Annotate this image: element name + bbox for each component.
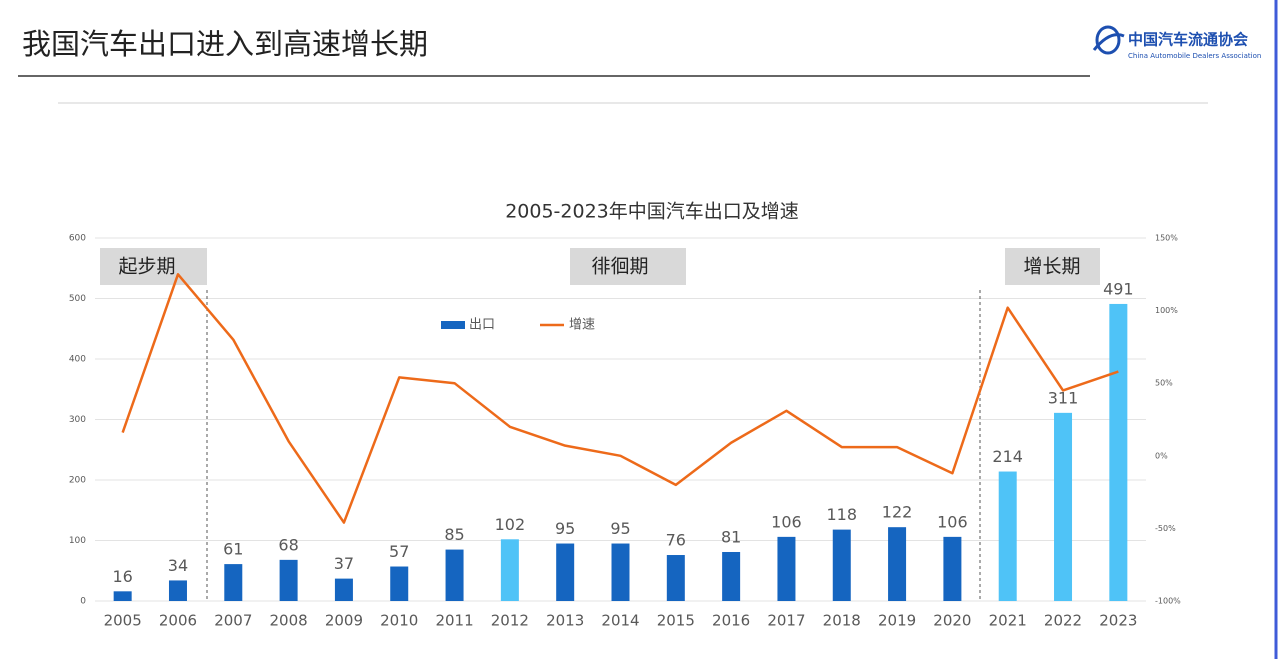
y-tick-label: 600 xyxy=(69,234,86,244)
data-label: 76 xyxy=(666,531,686,550)
data-label: 61 xyxy=(223,540,243,559)
data-label: 81 xyxy=(721,527,741,546)
y-tick-label: 500 xyxy=(69,294,86,304)
y-tick-label: 200 xyxy=(69,476,86,486)
logo-cn: 中国汽车流通协会 xyxy=(1128,31,1248,49)
y2-tick-label: 150% xyxy=(1155,234,1178,243)
period-label: 增长期 xyxy=(1023,256,1080,278)
data-label: 34 xyxy=(168,556,188,575)
x-tick-label: 2022 xyxy=(1044,612,1082,630)
bar xyxy=(279,559,298,601)
y-tick-label: 0 xyxy=(80,597,86,607)
y2-tick-label: -50% xyxy=(1155,524,1176,533)
y-tick-label: 100 xyxy=(69,536,86,546)
data-label: 85 xyxy=(444,525,464,544)
y2-tick-label: 50% xyxy=(1155,379,1173,388)
x-tick-label: 2006 xyxy=(159,612,197,630)
legend-label: 增速 xyxy=(569,318,595,333)
x-tick-label: 2020 xyxy=(933,612,971,630)
bar xyxy=(666,555,685,601)
legend-label: 出口 xyxy=(469,318,495,333)
bar xyxy=(611,543,630,601)
y-tick-label: 400 xyxy=(69,355,86,365)
bar xyxy=(998,471,1017,601)
x-tick-label: 2010 xyxy=(380,612,418,630)
x-tick-label: 2016 xyxy=(712,612,750,630)
bar xyxy=(500,539,519,601)
x-tick-label: 2007 xyxy=(214,612,252,630)
x-tick-label: 2013 xyxy=(546,612,584,630)
period-box xyxy=(570,248,686,285)
bar xyxy=(445,549,464,601)
legend-swatch xyxy=(441,321,465,329)
data-label: 491 xyxy=(1103,279,1134,298)
x-tick-label: 2009 xyxy=(325,612,363,630)
data-label: 95 xyxy=(610,519,630,538)
period-label: 起步期 xyxy=(118,256,175,278)
logo-en: China Automobile Dealers Association xyxy=(1128,52,1261,60)
slide-title: 我国汽车出口进入到高速增长期 xyxy=(22,27,428,61)
data-label: 57 xyxy=(389,542,409,561)
bar xyxy=(390,566,409,601)
x-tick-label: 2018 xyxy=(823,612,861,630)
x-tick-label: 2017 xyxy=(767,612,805,630)
bar xyxy=(777,536,796,601)
data-label: 37 xyxy=(334,554,354,573)
x-tick-label: 2021 xyxy=(989,612,1027,630)
growth-line xyxy=(121,273,1119,524)
x-tick-label: 2014 xyxy=(601,612,639,630)
x-tick-label: 2005 xyxy=(104,612,142,630)
bar xyxy=(1109,303,1128,601)
period-box xyxy=(100,248,207,285)
x-tick-label: 2023 xyxy=(1099,612,1137,630)
bar xyxy=(888,527,907,601)
logo: 中国汽车流通协会 China Automobile Dealers Associ… xyxy=(1092,25,1261,60)
y2-tick-label: 100% xyxy=(1155,306,1178,315)
bar xyxy=(1054,412,1073,601)
bar xyxy=(224,564,243,601)
period-boxes: 起步期 徘徊期 增长期 xyxy=(100,248,1100,285)
data-label: 106 xyxy=(771,512,802,531)
bar xyxy=(113,591,132,601)
bar xyxy=(722,551,741,601)
data-label: 118 xyxy=(826,505,857,524)
data-label: 16 xyxy=(112,567,132,586)
x-tick-label: 2012 xyxy=(491,612,529,630)
data-label: 95 xyxy=(555,519,575,538)
data-label: 102 xyxy=(495,515,526,534)
data-label: 106 xyxy=(937,512,968,531)
x-tick-label: 2008 xyxy=(270,612,308,630)
chart-title: 2005-2023年中国汽车出口及增速 xyxy=(505,201,799,223)
bar xyxy=(334,578,353,601)
x-tick-label: 2011 xyxy=(435,612,473,630)
y2-tick-label: 0% xyxy=(1155,451,1168,460)
data-label: 68 xyxy=(278,535,298,554)
logo-swoosh xyxy=(1092,33,1125,51)
data-label: 214 xyxy=(992,447,1023,466)
x-tick-label: 2019 xyxy=(878,612,916,630)
y2-tick-label: -100% xyxy=(1155,597,1181,606)
period-label: 徘徊期 xyxy=(591,256,648,278)
bar xyxy=(943,536,962,601)
data-label: 122 xyxy=(882,503,913,522)
period-box xyxy=(1005,248,1100,285)
y-tick-label: 300 xyxy=(69,415,86,425)
x-tick-label: 2015 xyxy=(657,612,695,630)
data-label: 311 xyxy=(1048,388,1079,407)
logo-icon xyxy=(1095,25,1121,55)
bar xyxy=(832,529,851,601)
bar xyxy=(556,543,575,601)
bar xyxy=(168,580,187,601)
